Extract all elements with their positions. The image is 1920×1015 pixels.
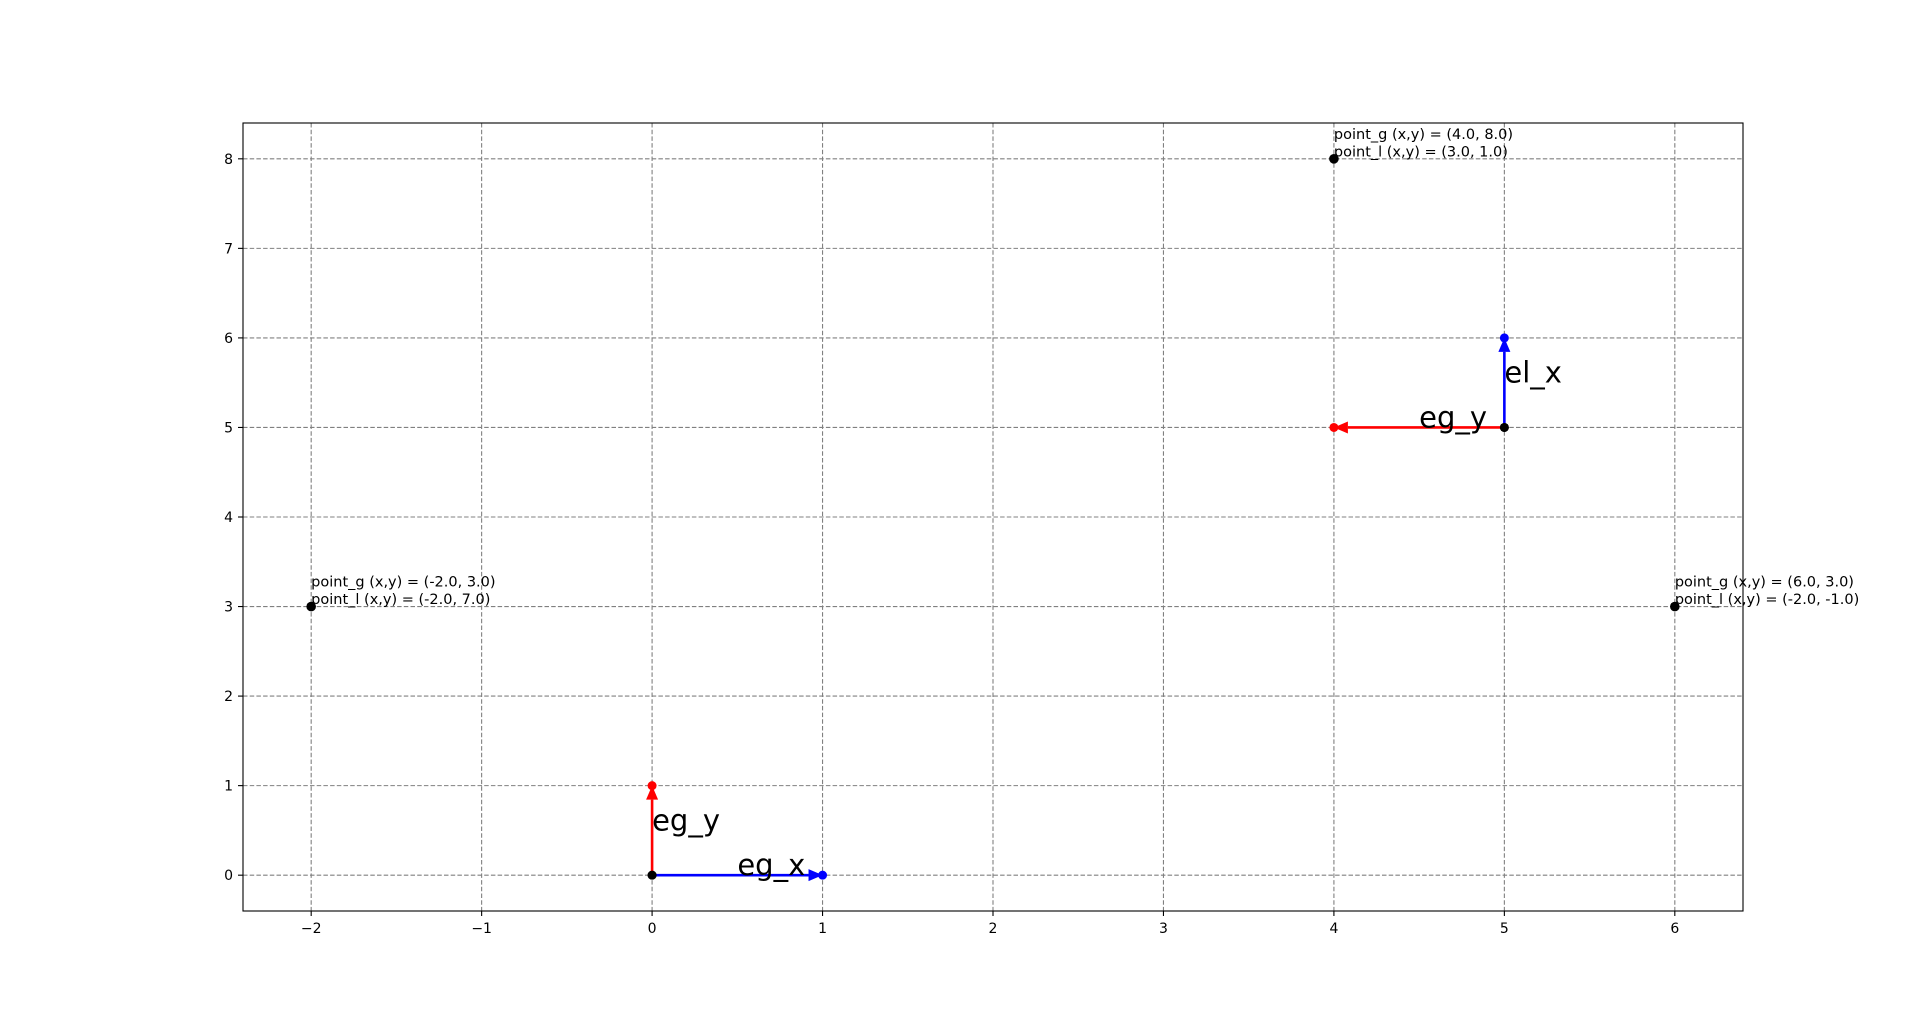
x-tick-label: −1 <box>471 921 492 937</box>
vector-arrowhead <box>1498 337 1511 352</box>
x-tick-label: 1 <box>818 921 827 937</box>
vector-label: el_x <box>1504 356 1562 390</box>
y-tick-label: 2 <box>224 689 233 705</box>
y-tick-label: 1 <box>224 779 233 795</box>
vector-tip-point <box>818 870 828 880</box>
point-annotation-line: point_l (x,y) = (-2.0, 7.0) <box>311 592 490 608</box>
vector-eg_x: eg_x <box>647 848 828 882</box>
point-annotation: point_g (x,y) = (4.0, 8.0) point_l (x,y) … <box>1334 127 1513 161</box>
point-annotation: point_g (x,y) = (6.0, 3.0) point_l (x,y) … <box>1675 575 1859 609</box>
data-point <box>1670 601 1680 612</box>
y-tick-label: 6 <box>224 331 233 347</box>
point-annotation-line: point_l (x,y) = (3.0, 1.0) <box>1334 144 1508 160</box>
point-annotation-line: point_g (x,y) = (-2.0, 3.0) <box>311 575 495 591</box>
vector-eg_y: eg_y <box>646 781 720 880</box>
vector-label: eg_x <box>737 848 805 882</box>
y-tick-label: 7 <box>224 241 233 257</box>
vector-tip-point <box>647 781 657 791</box>
x-tick-label: 5 <box>1500 921 1509 937</box>
grid-lines <box>243 123 1743 911</box>
data-point <box>1329 154 1339 164</box>
vector-label: eg_y <box>652 803 720 837</box>
point-annotation: point_g (x,y) = (-2.0, 3.0) point_l (x,y)… <box>311 575 495 609</box>
y-tick-label: 8 <box>224 152 233 168</box>
y-tick-label: 0 <box>224 868 233 884</box>
x-tick-label: 3 <box>1159 921 1168 937</box>
x-tick-label: −2 <box>301 921 322 937</box>
vector-el_x: el_x <box>1498 333 1562 432</box>
vector-origin-point <box>1499 422 1509 432</box>
point-annotation-line: point_g (x,y) = (6.0, 3.0) <box>1675 575 1854 591</box>
data-point <box>306 601 316 612</box>
points <box>306 154 1680 612</box>
x-tick-label: 0 <box>648 921 657 937</box>
point-annotation-line: point_g (x,y) = (4.0, 8.0) <box>1334 127 1513 143</box>
x-tick-label: 2 <box>989 921 998 937</box>
vectors: eg_x eg_y el_x eg_y <box>646 333 1562 882</box>
vector-tip-point <box>1499 333 1509 343</box>
vector-eg_y: eg_y <box>1329 400 1509 434</box>
plot-frame <box>242 122 1744 912</box>
vector-arrowhead <box>1333 421 1348 434</box>
point-annotation-line: point_l (x,y) = (-2.0, -1.0) <box>1675 592 1859 608</box>
x-tick-label: 4 <box>1329 921 1338 937</box>
axis-ticks: −2 −1 0 1 2 3 4 5 6 0 1 2 3 4 5 6 7 8 <box>224 152 1679 937</box>
vector-label: eg_y <box>1419 400 1487 434</box>
vector-origin-point <box>647 870 657 880</box>
y-tick-label: 5 <box>224 420 233 436</box>
point-labels: point_g (x,y) = (-2.0, 3.0) point_l (x,y)… <box>311 127 1859 608</box>
y-tick-label: 3 <box>224 600 233 616</box>
y-tick-label: 4 <box>224 510 233 526</box>
vector-arrowhead <box>646 785 659 800</box>
vector-arrowhead <box>808 869 823 882</box>
x-tick-label: 6 <box>1670 921 1679 937</box>
vector-tip-point <box>1329 422 1339 432</box>
